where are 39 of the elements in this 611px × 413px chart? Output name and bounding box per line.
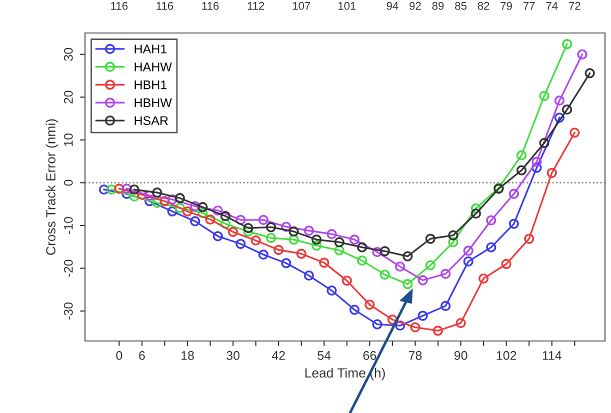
legend-label: HAHW xyxy=(134,62,172,72)
x-tick-label: 18 xyxy=(181,351,194,360)
legend-label: HAH1 xyxy=(134,44,166,54)
x-tick-label: 6 xyxy=(139,351,145,360)
y-tick-label: -20 xyxy=(64,260,73,277)
text: 79 xyxy=(500,2,512,10)
text: 116 xyxy=(111,2,128,10)
text: 112 xyxy=(248,2,264,10)
y-tick-label: 30 xyxy=(64,48,73,61)
x-tick-label: 78 xyxy=(408,351,422,360)
legend-label: HSAR xyxy=(134,116,168,126)
x-tick-label: 54 xyxy=(318,351,331,360)
text: 74 xyxy=(546,2,558,10)
x-tick-label: 42 xyxy=(272,351,285,360)
x-tick-label: 66 xyxy=(363,351,376,360)
legend-label: HBH1 xyxy=(134,80,166,90)
text: 72 xyxy=(569,2,580,10)
text: 107 xyxy=(292,2,310,10)
x-tick-label: 0 xyxy=(116,351,122,360)
x-tick-label: 102 xyxy=(496,351,516,360)
text: 116 xyxy=(156,2,174,10)
legend-label: HBHW xyxy=(134,98,172,108)
x-tick-label: 114 xyxy=(542,351,562,360)
text: 77 xyxy=(523,2,535,10)
text: 92 xyxy=(410,2,421,10)
y-axis-title: Cross Track Error (nmi) xyxy=(46,119,58,255)
y-tick-label: -30 xyxy=(64,302,73,320)
y-tick-label: 10 xyxy=(64,133,73,146)
y-tick-label: 20 xyxy=(64,90,73,104)
text: 85 xyxy=(455,2,466,10)
text: 89 xyxy=(432,2,444,10)
text: 116 xyxy=(202,2,219,10)
text: 101 xyxy=(338,2,356,10)
x-tick-label: 30 xyxy=(226,351,240,360)
x-tick-label: 90 xyxy=(454,351,468,360)
text: 82 xyxy=(478,2,490,10)
y-tick-label: -10 xyxy=(64,216,73,234)
text: 94 xyxy=(386,2,398,10)
y-tick-label: 0 xyxy=(64,180,73,186)
